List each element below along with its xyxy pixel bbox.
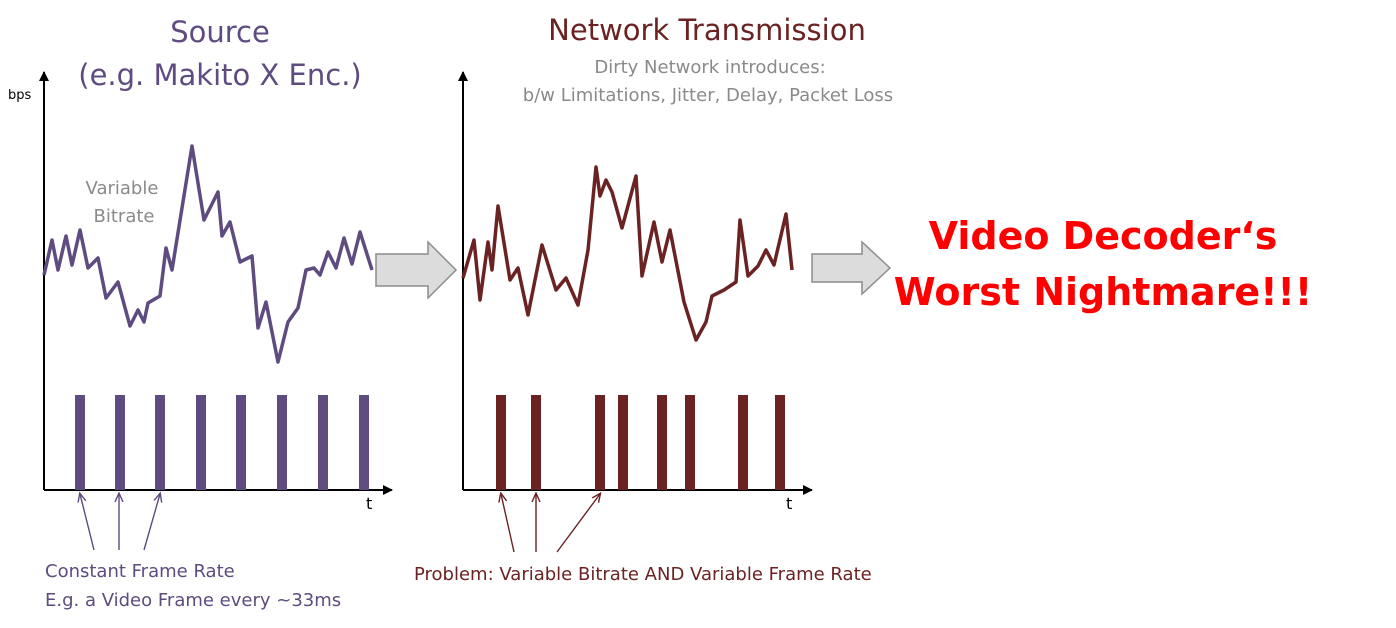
source-frame-bar: [196, 395, 206, 490]
network-pointer-arrows: [501, 494, 600, 553]
source-y-axis-label: bps: [8, 88, 32, 103]
outcome-line2: Worst Nightmare!!!: [893, 270, 1313, 314]
source-frame-bar: [155, 395, 165, 490]
network-frame-bar: [738, 395, 748, 490]
network-frame-bar: [496, 395, 506, 490]
source-frame-bars: [75, 395, 369, 490]
source-bitrate-label-line1: Variable: [85, 178, 159, 199]
outcome-line1: Video Decoder‘s: [928, 214, 1278, 258]
source-title-line2: (e.g. Makito X Enc.): [78, 58, 362, 92]
network-bitrate-line: [461, 165, 794, 342]
source-frame-bar: [115, 395, 125, 490]
source-axes: [39, 71, 393, 495]
network-subtitle-line2: b/w Limitations, Jitter, Delay, Packet L…: [522, 85, 894, 106]
source-frame-bar: [277, 395, 287, 490]
network-frame-bar: [685, 395, 695, 490]
source-pointer-arrows: [80, 494, 160, 551]
source-bitrate-label-line2: Bitrate: [93, 206, 155, 227]
network-x-axis-label: t: [786, 494, 793, 513]
network-axes: [458, 71, 813, 495]
source-frame-bar: [359, 395, 369, 490]
source-frame-bar: [236, 395, 246, 490]
network-frame-bar: [657, 395, 667, 490]
network-subtitle-line1: Dirty Network introduces:: [594, 57, 826, 78]
source-frame-bar: [75, 395, 85, 490]
network-pointer-arrow: [501, 494, 515, 553]
network-pointer-arrow: [556, 494, 600, 553]
source-pointer-arrow: [80, 494, 95, 551]
source-pointer-arrow: [143, 494, 160, 551]
flow-arrow-network-to-decoder: [811, 240, 892, 296]
source-caption-line1: Constant Frame Rate: [45, 561, 235, 582]
network-frame-bar: [775, 395, 785, 490]
source-x-axis-label: t: [366, 494, 373, 513]
source-title-line1: Source: [170, 15, 270, 49]
source-frame-bar: [318, 395, 328, 490]
network-caption: Problem: Variable Bitrate AND Variable F…: [414, 564, 872, 585]
network-title: Network Transmission: [548, 13, 866, 47]
source-bitrate-line: [42, 144, 374, 364]
network-frame-bar: [531, 395, 541, 490]
flow-arrow-source-to-network: [375, 240, 458, 300]
source-caption-line2: E.g. a Video Frame every ~33ms: [45, 590, 342, 611]
network-frame-bar: [595, 395, 605, 490]
network-frame-bars: [496, 395, 785, 490]
network-frame-bar: [618, 395, 628, 490]
